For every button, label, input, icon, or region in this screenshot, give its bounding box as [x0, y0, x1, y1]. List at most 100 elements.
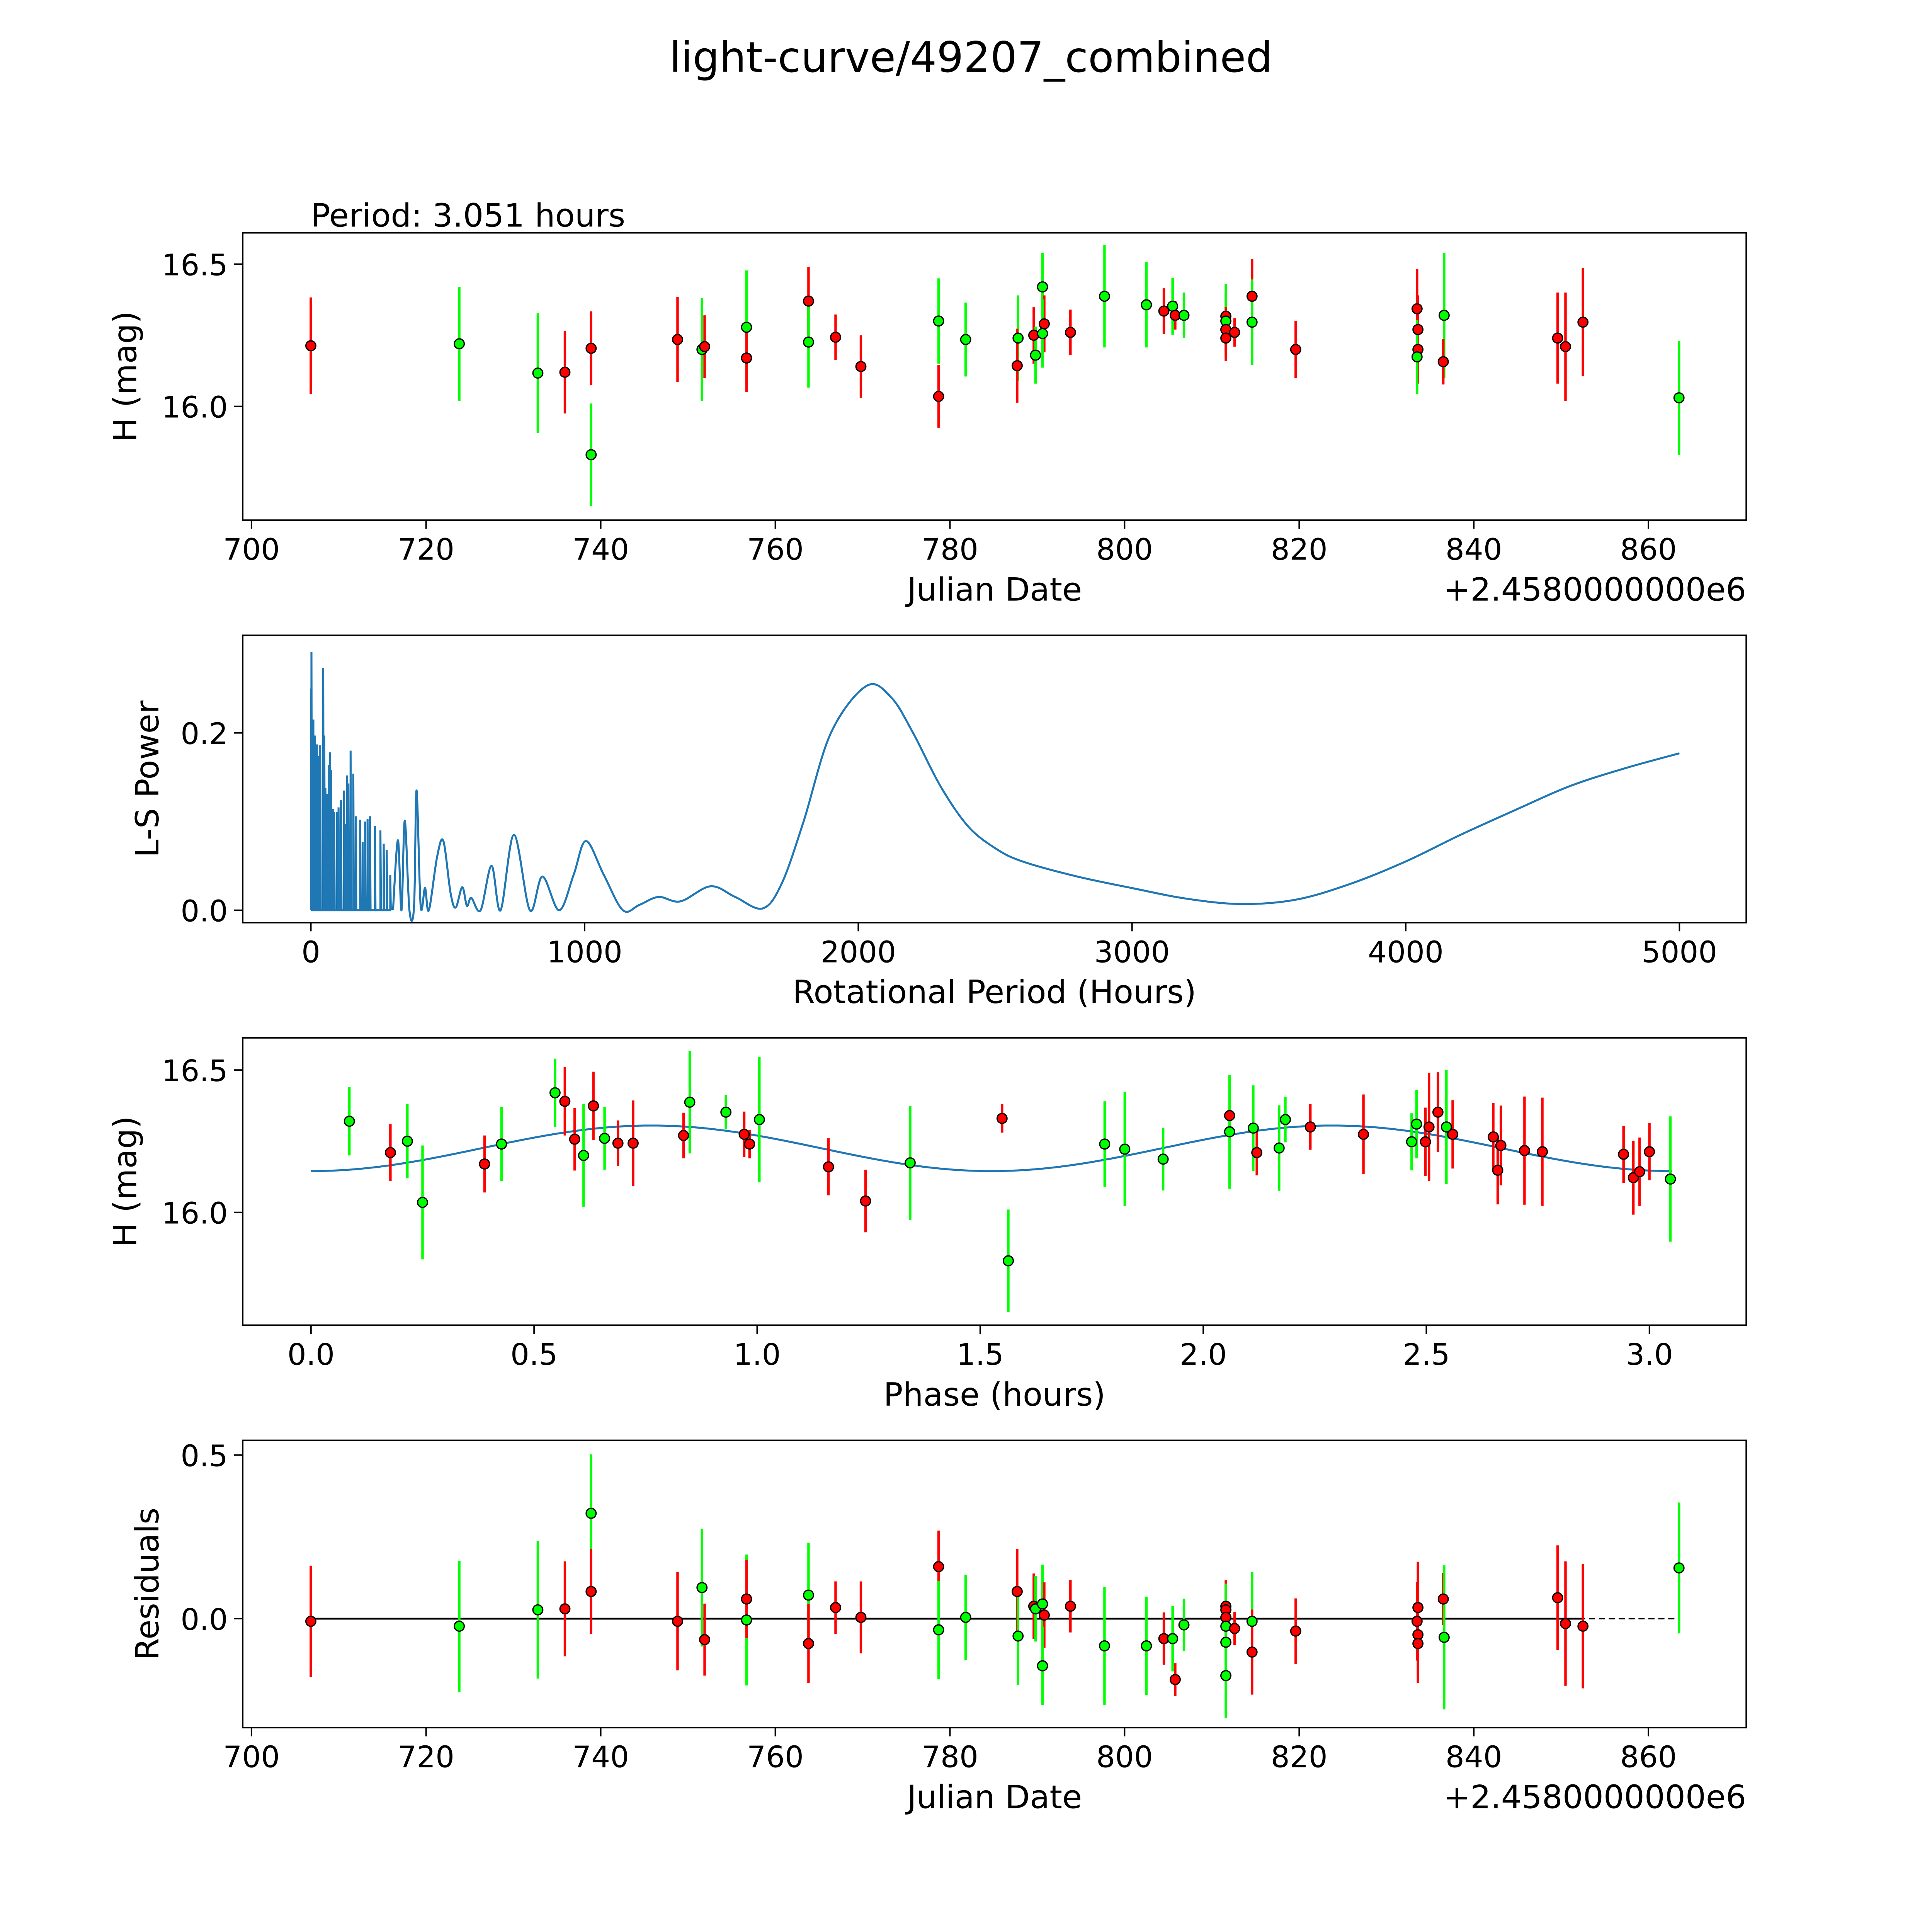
data-point	[1220, 1670, 1231, 1681]
x-tick-label: 4000	[1368, 935, 1444, 969]
data-point	[1037, 281, 1048, 293]
data-point	[1411, 303, 1423, 315]
plot-area	[311, 1051, 1676, 1312]
data-point	[454, 1621, 465, 1632]
x-tick-label: 720	[398, 1740, 454, 1775]
data-point	[1673, 1562, 1685, 1574]
data-point	[678, 1130, 689, 1141]
data-point	[741, 352, 752, 364]
x-tick-label: 840	[1446, 1740, 1502, 1775]
data-point	[996, 1113, 1008, 1124]
x-tick-label: 1.5	[957, 1338, 1004, 1372]
data-point	[599, 1133, 611, 1144]
data-point	[1437, 356, 1449, 367]
x-tick-label: 760	[747, 1740, 804, 1775]
x-tick-label: 1.0	[733, 1338, 781, 1372]
x-tick-label: 760	[747, 533, 804, 567]
data-point	[1167, 301, 1179, 312]
axes-frame	[242, 232, 1747, 521]
data-point	[1246, 291, 1258, 302]
y-axis-label: H (mag)	[107, 311, 144, 442]
x-tick-label: 860	[1620, 533, 1677, 567]
data-point	[1560, 1618, 1571, 1629]
data-point	[479, 1158, 490, 1170]
data-point	[384, 1147, 396, 1158]
data-point	[1280, 1114, 1291, 1125]
data-point	[1488, 1131, 1499, 1143]
data-point	[1229, 327, 1240, 338]
data-point	[1141, 1640, 1152, 1651]
x-tick-label: 2.5	[1403, 1338, 1450, 1372]
data-point	[1037, 1598, 1048, 1610]
data-point	[672, 334, 683, 345]
data-point	[1304, 1121, 1316, 1133]
data-point	[1537, 1146, 1548, 1158]
data-point	[1247, 1122, 1259, 1134]
y-tick-label: 0.5	[180, 1439, 228, 1474]
x-tick-label: 700	[223, 1740, 280, 1775]
data-point	[1411, 351, 1423, 362]
data-point	[699, 341, 710, 352]
residuals-panel: Julian Date Residuals +2.4580000000e6 70…	[129, 1439, 1747, 1816]
data-point	[1065, 327, 1076, 338]
data-point	[1158, 305, 1170, 317]
data-point	[823, 1161, 834, 1173]
data-point	[960, 1612, 971, 1623]
y-tick-label: 16.5	[162, 1054, 228, 1088]
x-tick-label: 780	[922, 1740, 978, 1775]
x-axis-label: Julian Date	[905, 1778, 1082, 1816]
data-point	[1560, 341, 1571, 352]
data-point	[1420, 1136, 1431, 1148]
data-point	[578, 1150, 589, 1161]
figure-title: light-curve/49207_combined	[669, 33, 1272, 82]
data-point	[803, 1589, 814, 1601]
x-tick-label: 0	[301, 935, 320, 969]
data-point	[1412, 324, 1424, 335]
y-axis-label: L-S Power	[129, 700, 166, 857]
x-axis-label: Julian Date	[905, 571, 1082, 608]
data-point	[1251, 1147, 1263, 1158]
x-tick-label: 0.5	[510, 1338, 558, 1372]
y-tick-label: 16.0	[162, 391, 228, 425]
data-point	[1229, 1623, 1240, 1634]
x-tick-label: 860	[1620, 1740, 1677, 1775]
data-point	[1039, 318, 1050, 330]
data-point	[1167, 1633, 1179, 1645]
data-point	[1423, 1121, 1435, 1133]
data-point	[1438, 310, 1450, 321]
data-point	[1273, 1142, 1285, 1154]
data-point	[628, 1138, 639, 1149]
data-point	[830, 1602, 841, 1613]
data-point	[1577, 316, 1589, 328]
data-point	[1447, 1129, 1458, 1140]
data-point	[305, 340, 316, 352]
data-point	[1012, 1586, 1023, 1597]
data-point	[1037, 1660, 1048, 1672]
data-point	[585, 1586, 597, 1597]
data-point	[1099, 291, 1110, 302]
data-point	[559, 366, 571, 378]
data-point	[1519, 1145, 1530, 1156]
data-point	[1495, 1140, 1507, 1151]
y-tick-label: 16.0	[162, 1196, 228, 1231]
x-tick-label: 800	[1096, 1740, 1153, 1775]
data-point	[855, 1612, 867, 1623]
data-point	[741, 1593, 752, 1605]
data-point	[454, 338, 465, 350]
data-point	[417, 1197, 428, 1208]
data-point	[738, 1129, 750, 1140]
y-axis-label: H (mag)	[107, 1116, 144, 1247]
axes-frame	[242, 634, 1747, 923]
data-point	[1224, 1110, 1235, 1121]
data-point	[559, 1603, 571, 1615]
data-point	[830, 332, 841, 343]
x-tick-label: 1000	[547, 935, 622, 969]
data-point	[1411, 1616, 1423, 1627]
x-axis-label: Rotational Period (Hours)	[793, 973, 1196, 1011]
data-point	[1012, 1630, 1024, 1642]
x-tick-label: 2.0	[1180, 1338, 1227, 1372]
data-point	[905, 1157, 916, 1168]
data-point	[1119, 1143, 1131, 1155]
data-point	[585, 449, 597, 461]
data-point	[933, 391, 944, 402]
